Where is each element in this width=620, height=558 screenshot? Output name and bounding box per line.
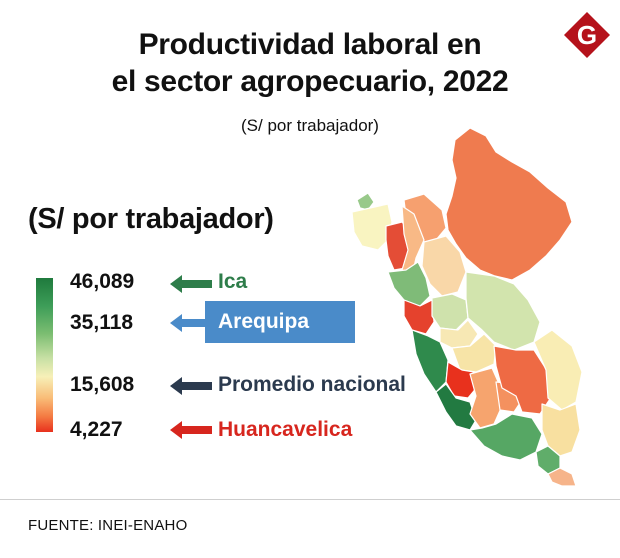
legend-value-promedio: 15,608 [70, 373, 135, 396]
region-arequipa [469, 413, 543, 461]
legend-value-arequipa: 35,118 [70, 311, 134, 334]
peru-map [351, 127, 583, 487]
gestion-logo-icon: G [564, 12, 610, 58]
region-ucayali [465, 271, 541, 351]
region-puno [541, 403, 581, 457]
arrow-left-icon [170, 314, 212, 332]
footer-divider [0, 499, 620, 500]
legend-label-huancavelica: Huancavelica [218, 418, 353, 441]
arrow-left-icon [170, 421, 212, 439]
legend-value-ica: 46,089 [70, 270, 135, 293]
region-la-libertad [387, 261, 431, 307]
region-cusco [493, 345, 553, 415]
region-huanuco [431, 293, 469, 331]
arrow-left-icon [170, 377, 212, 395]
region-ayacucho [469, 367, 503, 429]
page-title: Productividad laboral en el sector agrop… [111, 28, 509, 98]
region-san-martin [421, 235, 467, 297]
legend-label-promedio: Promedio nacional [218, 373, 406, 396]
region-loreto [445, 127, 573, 281]
color-scale-bar [36, 278, 53, 432]
logo-letter: G [577, 20, 597, 50]
region-ancash [403, 299, 435, 335]
region-tacna [547, 467, 577, 487]
legend-label-arequipa: Arequipa [205, 301, 355, 343]
region-huancavelica [445, 361, 479, 399]
source-note: FUENTE: INEI-ENAHO [28, 517, 188, 534]
page-subtitle: (S/ por trabajador) [241, 116, 379, 135]
region-pasco [439, 319, 479, 349]
legend-label-ica: Ica [218, 270, 248, 293]
region-madre-de-dios [533, 329, 583, 411]
legend-title: (S/ por trabajador) [28, 203, 274, 235]
legend-value-huancavelica: 4,227 [70, 418, 123, 441]
region-tumbes [356, 192, 375, 211]
arrow-left-icon [170, 275, 212, 293]
